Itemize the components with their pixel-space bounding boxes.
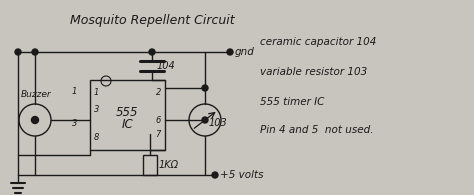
Circle shape [15, 49, 21, 55]
Circle shape [149, 49, 155, 55]
Text: 6: 6 [155, 116, 161, 125]
Text: Buzzer: Buzzer [21, 90, 52, 99]
Circle shape [212, 172, 218, 178]
Text: 1KΩ: 1KΩ [159, 160, 179, 169]
Text: variable resistor 103: variable resistor 103 [260, 67, 367, 77]
Text: gnd: gnd [235, 47, 255, 57]
Bar [90, 80, 165, 150]
Text: 3: 3 [72, 119, 77, 128]
Text: 1: 1 [72, 88, 77, 97]
Text: 555: 555 [116, 105, 139, 119]
Circle shape [32, 49, 38, 55]
Bar [143, 154, 157, 175]
Text: +5 volts: +5 volts [220, 170, 264, 180]
Text: 1: 1 [94, 88, 100, 97]
Text: 8: 8 [94, 133, 100, 142]
Text: 3: 3 [94, 105, 100, 114]
Text: ceramic capacitor 104: ceramic capacitor 104 [260, 37, 376, 47]
Circle shape [31, 116, 38, 123]
Circle shape [202, 85, 208, 91]
Text: 555 timer IC: 555 timer IC [260, 97, 324, 107]
Circle shape [202, 117, 208, 123]
Text: IC: IC [122, 119, 133, 131]
Text: 103: 103 [209, 118, 228, 128]
Text: Pin 4 and 5  not used.: Pin 4 and 5 not used. [260, 125, 374, 135]
Circle shape [227, 49, 233, 55]
Text: 104: 104 [157, 61, 176, 71]
Text: Mosquito Repellent Circuit: Mosquito Repellent Circuit [70, 14, 235, 27]
Text: 7: 7 [155, 130, 161, 139]
Text: 2: 2 [155, 88, 161, 97]
